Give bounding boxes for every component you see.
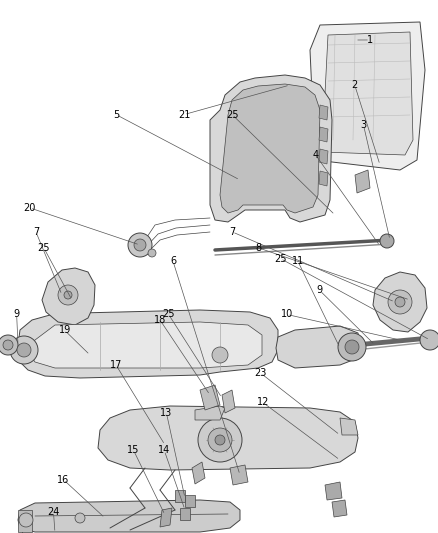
Text: 16: 16: [57, 475, 70, 484]
Circle shape: [134, 239, 146, 251]
Circle shape: [215, 435, 225, 445]
Circle shape: [208, 428, 232, 452]
Text: 9: 9: [14, 310, 20, 319]
Polygon shape: [200, 385, 220, 410]
Polygon shape: [373, 272, 427, 332]
Text: 10: 10: [281, 310, 293, 319]
Text: 14: 14: [158, 446, 170, 455]
Text: 23: 23: [254, 368, 267, 378]
Polygon shape: [18, 310, 278, 378]
Polygon shape: [160, 508, 172, 527]
Polygon shape: [276, 326, 360, 368]
Text: 18: 18: [154, 315, 166, 325]
Text: 4: 4: [312, 150, 318, 159]
Circle shape: [64, 291, 72, 299]
Text: 24: 24: [47, 507, 60, 516]
Polygon shape: [230, 465, 248, 485]
Circle shape: [58, 285, 78, 305]
Circle shape: [10, 336, 38, 364]
Polygon shape: [325, 482, 342, 500]
Circle shape: [17, 343, 31, 357]
Polygon shape: [18, 510, 32, 532]
Text: 19: 19: [59, 326, 71, 335]
Polygon shape: [319, 171, 328, 186]
Polygon shape: [355, 170, 370, 193]
Text: 9: 9: [317, 286, 323, 295]
Circle shape: [128, 233, 152, 257]
Polygon shape: [42, 268, 95, 325]
Text: 15: 15: [127, 446, 140, 455]
Polygon shape: [319, 149, 328, 164]
Polygon shape: [222, 390, 235, 413]
Text: 3: 3: [360, 120, 367, 130]
Polygon shape: [98, 406, 358, 470]
Text: 6: 6: [170, 256, 176, 266]
Circle shape: [19, 513, 33, 527]
Circle shape: [75, 513, 85, 523]
Polygon shape: [195, 406, 225, 420]
Text: 12: 12: [257, 398, 269, 407]
Circle shape: [198, 418, 242, 462]
Polygon shape: [210, 75, 332, 222]
Text: 25: 25: [226, 110, 238, 119]
Text: 1: 1: [367, 35, 373, 45]
Text: 25: 25: [162, 310, 175, 319]
Text: 21: 21: [178, 110, 190, 119]
Circle shape: [345, 340, 359, 354]
Circle shape: [420, 330, 438, 350]
Text: 7: 7: [229, 227, 235, 237]
Polygon shape: [332, 500, 347, 517]
Circle shape: [388, 290, 412, 314]
Polygon shape: [310, 22, 425, 170]
Text: 20: 20: [24, 203, 36, 213]
Text: 7: 7: [33, 227, 39, 237]
Polygon shape: [319, 105, 328, 120]
Text: 17: 17: [110, 360, 122, 370]
Text: 2: 2: [352, 80, 358, 90]
Text: 8: 8: [255, 243, 261, 253]
Text: 25: 25: [274, 254, 286, 263]
Circle shape: [3, 340, 13, 350]
Polygon shape: [340, 418, 358, 435]
Circle shape: [0, 335, 18, 355]
Circle shape: [340, 337, 360, 357]
Polygon shape: [185, 495, 195, 507]
Circle shape: [148, 249, 156, 257]
Circle shape: [338, 333, 366, 361]
Circle shape: [212, 347, 228, 363]
Polygon shape: [28, 322, 262, 368]
Polygon shape: [322, 32, 413, 155]
Polygon shape: [180, 508, 190, 520]
Text: 13: 13: [160, 408, 173, 418]
Polygon shape: [175, 490, 185, 502]
Polygon shape: [18, 500, 240, 532]
Text: 5: 5: [113, 110, 119, 119]
Text: 25: 25: [38, 243, 50, 253]
Polygon shape: [192, 462, 205, 484]
Polygon shape: [319, 127, 328, 142]
Text: 11: 11: [292, 256, 304, 266]
Circle shape: [395, 297, 405, 307]
Polygon shape: [220, 84, 320, 213]
Circle shape: [380, 234, 394, 248]
